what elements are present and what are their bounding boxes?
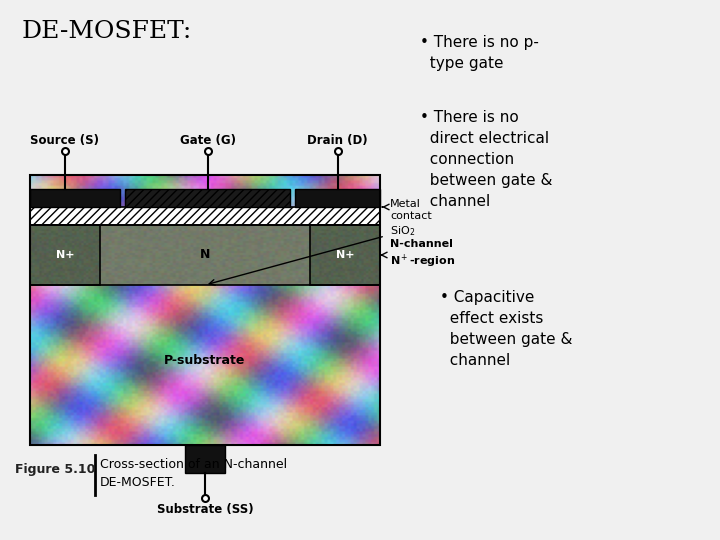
Bar: [30, 225, 380, 285]
Text: • Capacitive
  effect exists
  between gate &
  channel: • Capacitive effect exists between gate …: [440, 290, 572, 368]
Text: DE-MOSFET:: DE-MOSFET:: [22, 20, 192, 43]
Bar: [125, 189, 290, 207]
Text: N+: N+: [55, 250, 74, 260]
Bar: [185, 445, 225, 473]
Bar: [295, 189, 380, 207]
Bar: [310, 225, 380, 285]
Text: N-channel: N-channel: [390, 239, 453, 249]
Text: Cross-section of an N-channel: Cross-section of an N-channel: [100, 458, 287, 471]
Text: Source (S): Source (S): [30, 134, 99, 147]
Bar: [30, 189, 120, 207]
Text: P-substrate: P-substrate: [164, 354, 246, 367]
Text: N$^+$-region: N$^+$-region: [390, 253, 455, 271]
Bar: [30, 207, 380, 225]
Text: Gate (G): Gate (G): [179, 134, 235, 147]
Text: Figure 5.10: Figure 5.10: [15, 463, 95, 476]
Text: DE-MOSFET.: DE-MOSFET.: [100, 476, 176, 489]
Text: Drain (D): Drain (D): [307, 134, 368, 147]
Text: • There is no p-
  type gate: • There is no p- type gate: [420, 35, 539, 71]
Bar: [30, 175, 380, 445]
Text: Substrate (SS): Substrate (SS): [157, 503, 253, 516]
Text: N+: N+: [336, 250, 354, 260]
Text: N: N: [200, 248, 210, 261]
Text: Metal
contact
$\mathrm{SiO_2}$: Metal contact $\mathrm{SiO_2}$: [390, 199, 432, 238]
Text: • There is no
  direct electrical
  connection
  between gate &
  channel: • There is no direct electrical connecti…: [420, 110, 552, 209]
Bar: [30, 225, 100, 285]
